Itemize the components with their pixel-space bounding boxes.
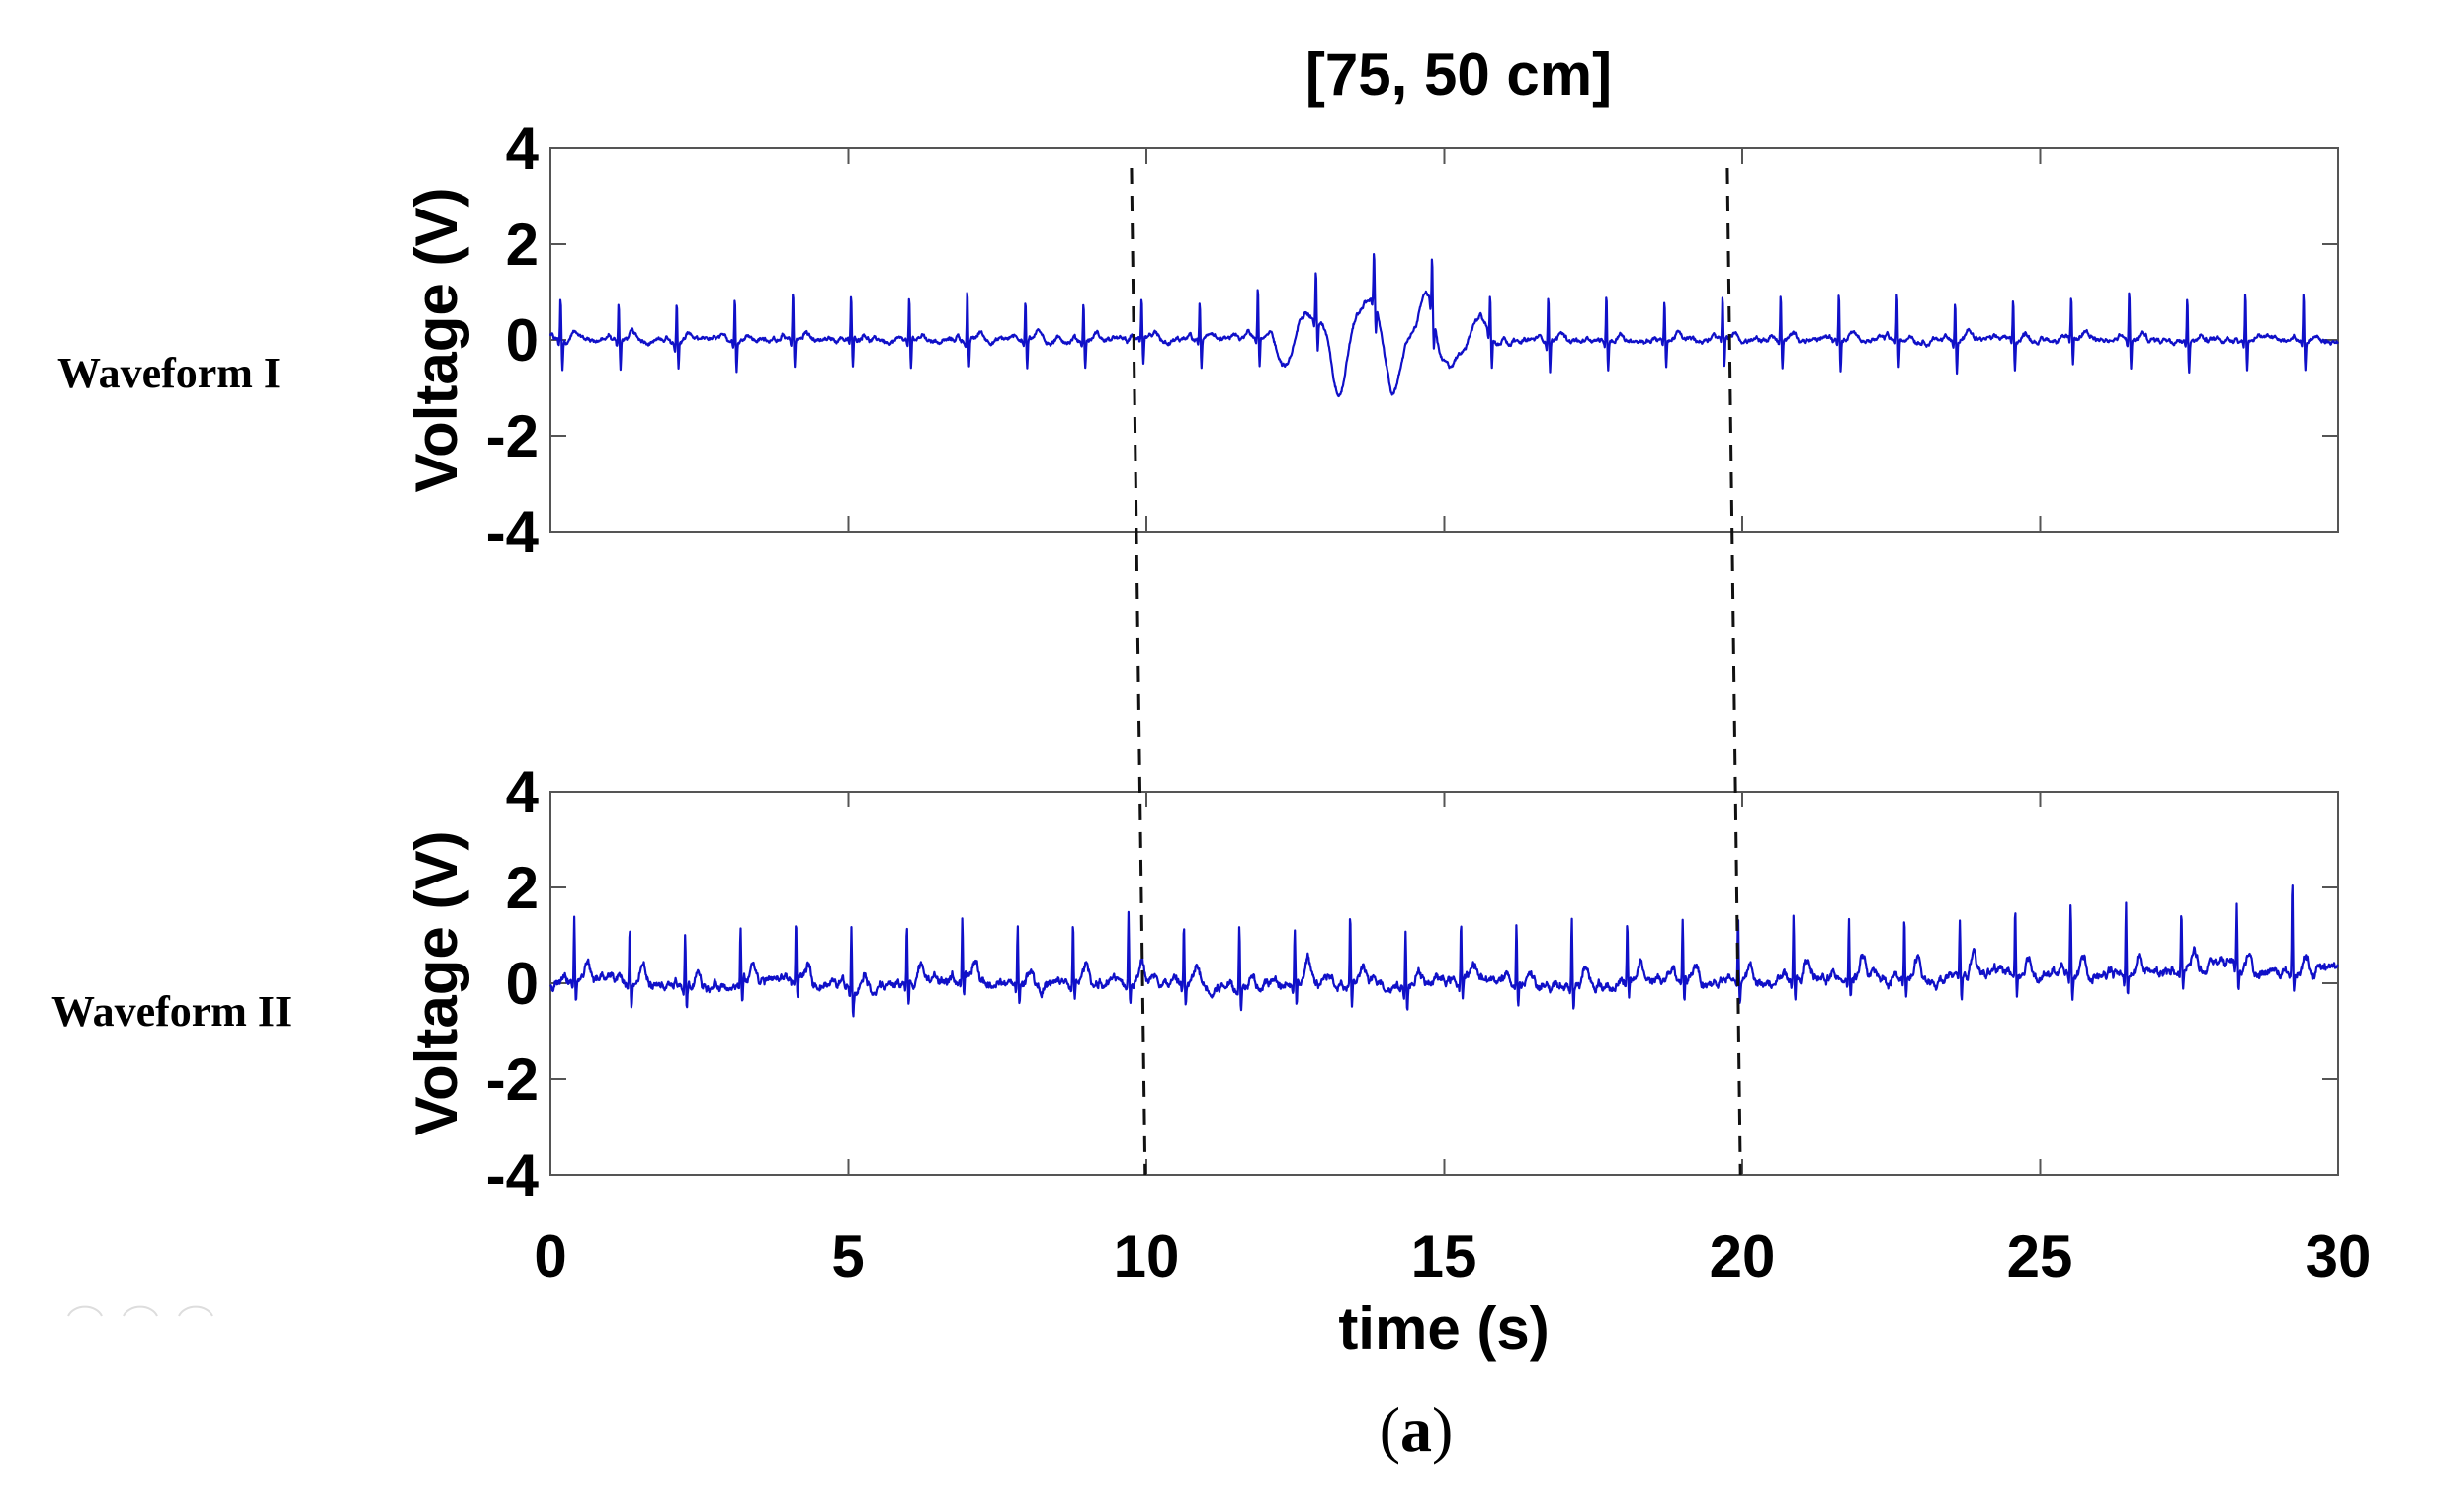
x-tick-label: 15 bbox=[1411, 1223, 1477, 1290]
y-tick-label: 4 bbox=[506, 116, 540, 182]
y-axis-label-1: Voltage (V) bbox=[403, 188, 469, 493]
x-tick-label: 30 bbox=[2306, 1223, 2372, 1290]
y-tick-label: -2 bbox=[486, 403, 539, 469]
x-tick-label: 0 bbox=[534, 1223, 566, 1290]
panel-waveform-2: Voltage (V) 4 2 0 -2 -4 0 5 10 15 20 25 … bbox=[403, 759, 2371, 1362]
faint-dots-decoration bbox=[67, 1305, 213, 1317]
x-axis-label: time (s) bbox=[1338, 1296, 1549, 1362]
panel-label-waveform-2: Waveform II bbox=[51, 987, 292, 1036]
x-tick-label: 20 bbox=[1710, 1223, 1776, 1290]
panel-waveform-1: Voltage (V) 4 2 0 -2 -4 bbox=[403, 116, 2339, 565]
y-tick-label: -4 bbox=[486, 499, 540, 565]
x-tick-label: 10 bbox=[1114, 1223, 1180, 1290]
y-axis-label-2: Voltage (V) bbox=[403, 831, 469, 1136]
y-tick-label: -4 bbox=[486, 1142, 540, 1209]
waveform-1-trace bbox=[548, 253, 2339, 398]
y-ticks-1 bbox=[550, 147, 2338, 533]
y-tick-label: 0 bbox=[506, 307, 539, 374]
x-ticks-2 bbox=[549, 792, 2339, 1175]
waveform-2-trace bbox=[549, 884, 2339, 1018]
y-ticks-2 bbox=[550, 791, 2338, 1176]
y-tick-label: 2 bbox=[506, 211, 539, 278]
y-tick-label: 2 bbox=[506, 855, 539, 921]
x-tick-label: 25 bbox=[2007, 1223, 2073, 1290]
figure-caption: (a) bbox=[1380, 1394, 1454, 1465]
chart-title: [75, 50 cm] bbox=[1305, 42, 1612, 108]
y-tick-label: 0 bbox=[506, 951, 539, 1017]
panel-label-waveform-1: Waveform I bbox=[57, 349, 281, 397]
marker-line-end bbox=[1725, 167, 1742, 1176]
x-ticks-1 bbox=[549, 148, 2339, 532]
y-tick-label: -2 bbox=[486, 1047, 539, 1113]
x-tick-label: 5 bbox=[831, 1223, 864, 1290]
y-tick-label: 4 bbox=[506, 759, 540, 825]
marker-line-start bbox=[1130, 167, 1147, 1176]
